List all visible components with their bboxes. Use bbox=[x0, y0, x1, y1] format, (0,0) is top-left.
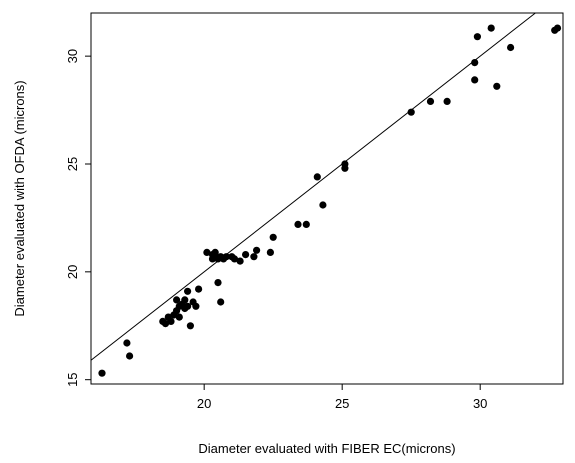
data-point bbox=[236, 257, 244, 265]
data-point bbox=[302, 220, 310, 228]
data-point bbox=[553, 24, 562, 32]
data-point bbox=[98, 369, 106, 377]
x-axis: 20 25 30 bbox=[197, 384, 487, 411]
data-point bbox=[507, 43, 515, 52]
data-point bbox=[184, 302, 192, 310]
data-point bbox=[487, 24, 495, 32]
data-point bbox=[313, 173, 321, 181]
data-point bbox=[473, 33, 481, 41]
data-point bbox=[214, 279, 222, 287]
data-point bbox=[266, 248, 274, 256]
data-point bbox=[493, 82, 501, 90]
y-tick-label: 25 bbox=[65, 157, 80, 171]
data-point bbox=[250, 253, 258, 261]
reference-line-layer bbox=[90, 12, 536, 361]
y-axis-title: Diameter evaluated with OFDA (microns) bbox=[12, 80, 27, 316]
data-point bbox=[319, 201, 327, 209]
y-tick-label: 15 bbox=[65, 372, 80, 386]
x-tick-label: 25 bbox=[335, 396, 349, 411]
data-point bbox=[184, 287, 192, 295]
data-point bbox=[167, 317, 175, 325]
data-point bbox=[471, 59, 479, 67]
x-axis-title: Diameter evaluated with FIBER EC(microns… bbox=[198, 441, 455, 456]
data-point bbox=[203, 248, 211, 256]
data-point bbox=[242, 251, 250, 259]
data-point bbox=[126, 352, 134, 360]
data-point bbox=[123, 339, 131, 347]
data-point bbox=[181, 296, 189, 304]
points-layer bbox=[98, 24, 562, 377]
data-point bbox=[161, 320, 170, 328]
data-point bbox=[186, 322, 194, 330]
data-point bbox=[471, 76, 479, 84]
data-point bbox=[173, 296, 181, 304]
data-point bbox=[426, 97, 435, 105]
x-tick-label: 20 bbox=[197, 396, 211, 411]
data-point bbox=[175, 313, 183, 321]
identity-reference-line bbox=[90, 12, 536, 361]
data-point bbox=[253, 246, 261, 254]
data-point bbox=[195, 285, 203, 293]
data-point bbox=[341, 164, 349, 172]
data-point bbox=[211, 248, 219, 256]
data-point bbox=[443, 97, 451, 105]
y-tick-label: 20 bbox=[65, 265, 80, 279]
y-axis: 15 20 25 30 bbox=[65, 49, 91, 387]
x-tick-label: 30 bbox=[473, 396, 487, 411]
data-point bbox=[407, 108, 415, 116]
data-point bbox=[222, 253, 230, 261]
y-tick-label: 30 bbox=[65, 49, 80, 63]
data-point bbox=[192, 302, 200, 310]
data-point bbox=[269, 233, 277, 241]
data-point bbox=[230, 255, 239, 263]
plot-frame bbox=[90, 12, 564, 385]
data-point bbox=[294, 220, 302, 228]
data-point bbox=[217, 298, 225, 306]
